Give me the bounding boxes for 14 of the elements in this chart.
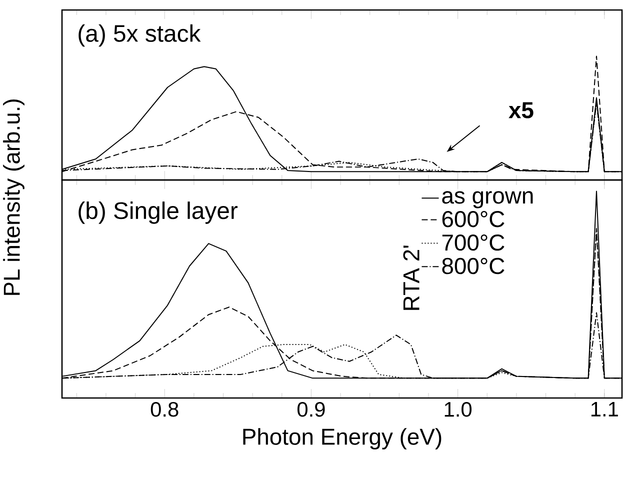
x-axis-title: Photon Energy (eV): [243, 428, 442, 450]
legend-label: 800°C: [442, 258, 504, 274]
x-tick-label: 1.0: [444, 402, 472, 417]
legend-label: 700°C: [442, 234, 504, 251]
x-tick-label: 0.8: [150, 402, 178, 417]
legend-title: RTA 2': [403, 246, 420, 310]
y-axis-title: PL intensity (arb.u.): [3, 100, 24, 295]
x-tick-label: 0.9: [297, 402, 325, 417]
annotation: x5: [508, 102, 534, 118]
legend-label: 600°C: [442, 210, 504, 228]
chart-title: (a) 5x stack: [78, 24, 201, 47]
chart-title: (b) Single layer: [78, 202, 238, 224]
x-tick-label: 1.1: [591, 402, 618, 416]
legend-label: as grown: [442, 191, 533, 208]
